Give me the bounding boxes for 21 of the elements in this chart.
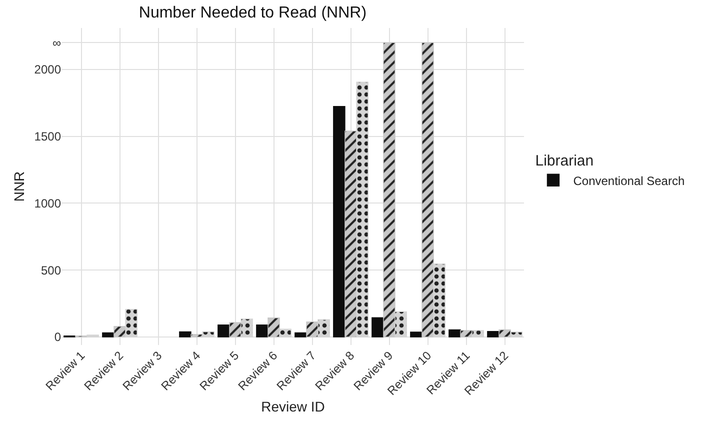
bar xyxy=(218,324,230,338)
y-axis-title: NNR xyxy=(11,171,27,202)
y-tick-label: 500 xyxy=(40,263,62,278)
y-tick-label: 2000 xyxy=(34,62,62,77)
bar xyxy=(179,331,192,338)
y-tick-label: 1500 xyxy=(34,130,62,144)
legend-title: Librarian xyxy=(535,152,594,170)
bar xyxy=(102,332,114,338)
legend-label: Conventional Search xyxy=(573,174,685,188)
bar xyxy=(448,329,461,338)
bar xyxy=(372,317,384,338)
chart-title: Number Needed to Read (NNR) xyxy=(138,4,367,22)
y-tick-label: ∞ xyxy=(52,36,62,50)
y-tick-label: 1000 xyxy=(34,196,62,210)
bar xyxy=(333,106,346,338)
x-axis-title: Review ID xyxy=(261,398,325,414)
bar xyxy=(294,332,307,338)
y-tick-label: 0 xyxy=(54,330,62,344)
bar xyxy=(487,331,500,338)
bar xyxy=(256,324,268,338)
bar xyxy=(410,332,422,338)
